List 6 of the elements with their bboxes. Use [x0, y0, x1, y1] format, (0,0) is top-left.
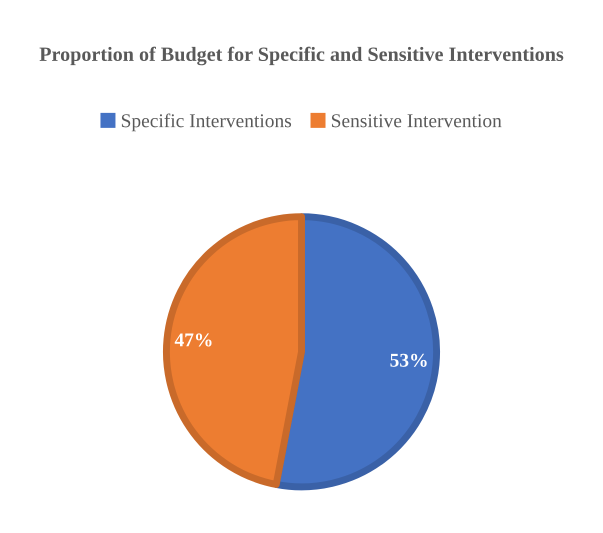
pie-slice — [163, 213, 305, 488]
legend-label: Sensitive Intervention — [332, 114, 502, 128]
chart-title: Proportion of Budget for Specific and Sensitive Interventions — [40, 46, 564, 66]
data-label: 47% — [174, 333, 212, 347]
legend-label: Specific Interventions — [122, 113, 292, 132]
data-label: 53% — [390, 354, 427, 367]
